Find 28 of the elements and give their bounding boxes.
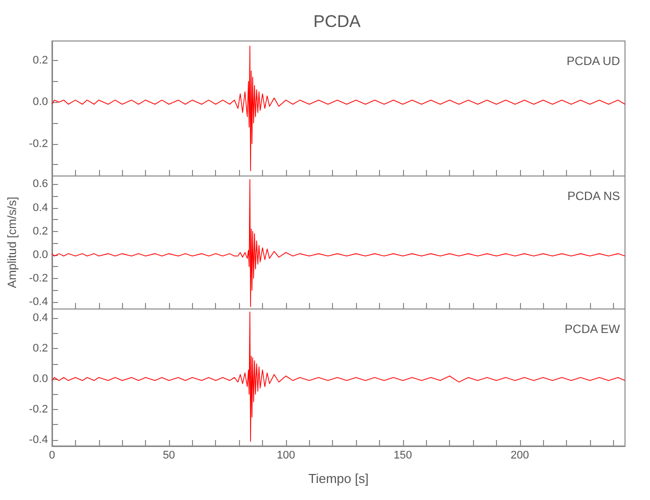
line-series — [52, 312, 626, 442]
y-tick-label: 0.6 — [32, 178, 48, 190]
y-tick-label: -0.4 — [29, 296, 48, 308]
x-tick-label: 0 — [48, 450, 56, 462]
y-tick-label: 0.4 — [32, 202, 48, 214]
annotation: PCDA UD — [566, 54, 620, 68]
x-tick-label: 100 — [276, 450, 296, 462]
y-tick-label: 0.0 — [32, 373, 48, 386]
y-tick-label: 0.2 — [32, 342, 48, 355]
y-tick-label: 0.2 — [32, 225, 48, 238]
y-tick-label: -0.2 — [29, 403, 48, 416]
y-axis-title: Amplitud [cm/s/s] — [5, 196, 20, 288]
annotation: PCDA EW — [564, 322, 621, 336]
line-series — [52, 179, 626, 308]
y-tick-label: 0.2 — [32, 54, 48, 67]
x-tick-label: 50 — [162, 450, 176, 462]
y-tick-label: 0.0 — [32, 96, 48, 108]
y-tick-label: -0.2 — [29, 138, 48, 150]
line-series — [52, 46, 626, 172]
y-tick-label: -0.4 — [29, 434, 48, 446]
y-tick-label: 0.4 — [32, 312, 48, 324]
x-tick-label: 200 — [510, 450, 529, 462]
x-tick-label: 150 — [394, 450, 412, 462]
y-tick-label: 0.0 — [32, 248, 48, 261]
annotation: PCDA NS — [567, 189, 620, 203]
y-tick-label: -0.2 — [29, 272, 48, 284]
chart-title: PCDA — [313, 12, 362, 31]
x-axis-title: Tiempo [s] — [308, 471, 369, 486]
